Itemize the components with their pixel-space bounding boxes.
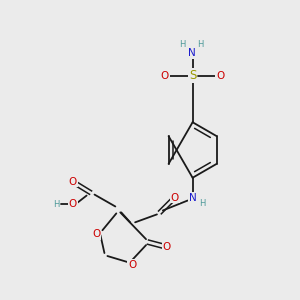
- Text: O: O: [69, 177, 77, 187]
- Text: H: H: [197, 40, 204, 50]
- Text: H: H: [199, 199, 206, 208]
- Text: O: O: [216, 71, 224, 81]
- Text: O: O: [163, 242, 171, 252]
- Text: H: H: [179, 40, 186, 50]
- Text: N: N: [188, 48, 196, 58]
- Text: O: O: [69, 200, 77, 209]
- Text: O: O: [171, 193, 179, 202]
- Text: O: O: [92, 229, 101, 239]
- Text: H: H: [53, 200, 59, 209]
- Text: N: N: [189, 193, 196, 202]
- Text: O: O: [128, 260, 136, 270]
- Text: S: S: [189, 69, 196, 82]
- Text: O: O: [161, 71, 169, 81]
